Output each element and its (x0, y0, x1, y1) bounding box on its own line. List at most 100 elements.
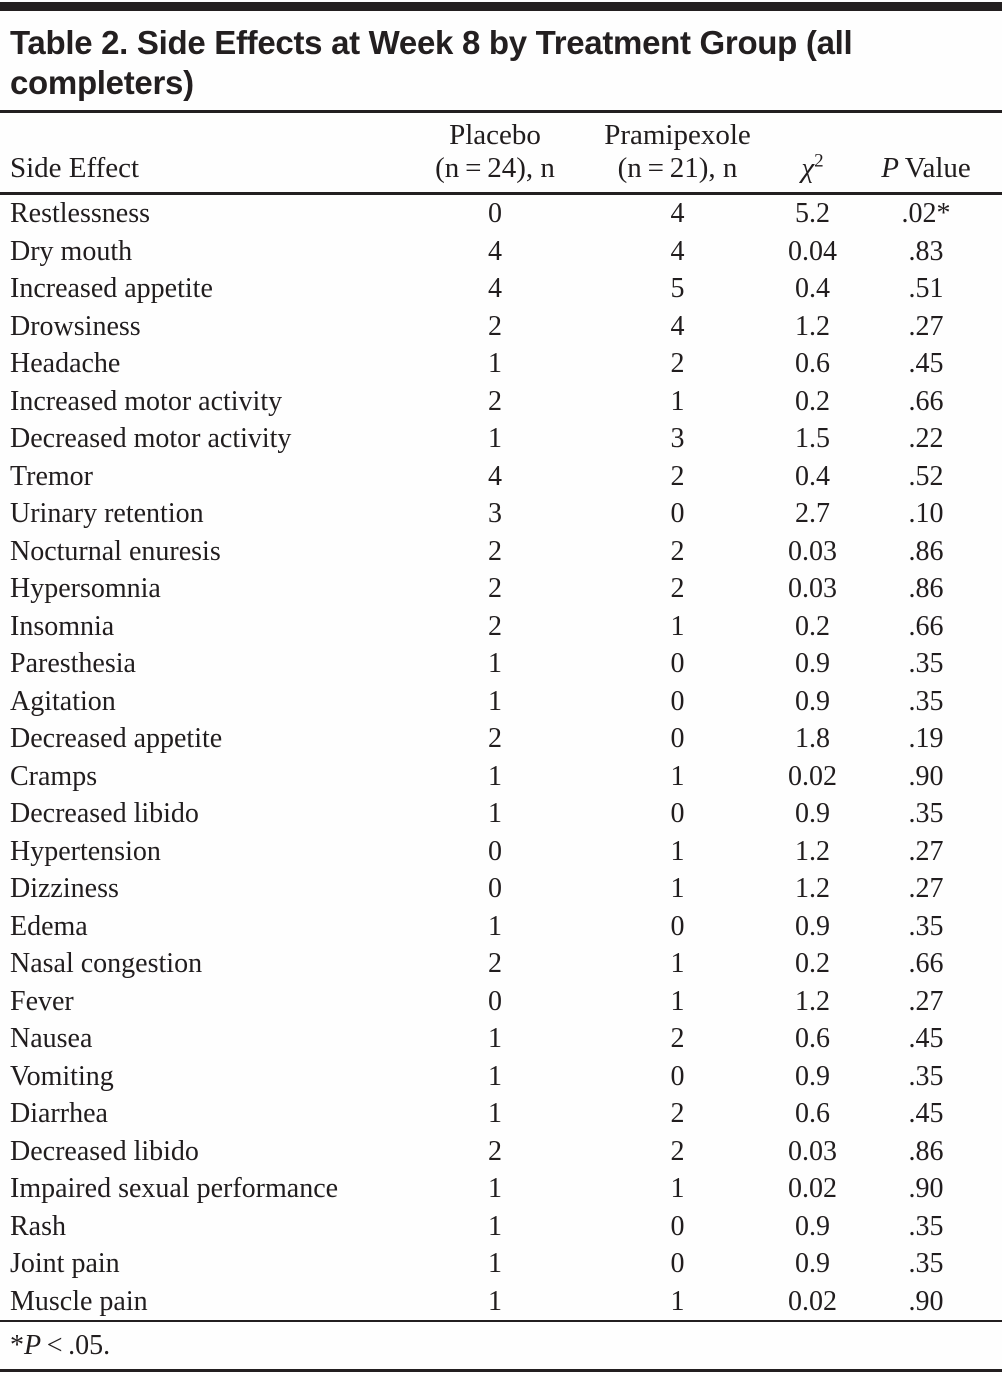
row-p-value: .90 (908, 1285, 944, 1317)
row-p-value: .66 (908, 610, 944, 642)
table-row: Drowsiness 2 4 1.2 .27 (0, 308, 1002, 346)
table-row: Edema 1 0 0.9 .35 (0, 908, 1002, 946)
table-row: Agitation 1 0 0.9 .35 (0, 683, 1002, 721)
row-placebo-count: 2 (488, 1135, 502, 1167)
row-pramipexole-count: 0 (670, 1210, 685, 1242)
row-chi-square-value: 5.2 (795, 198, 830, 229)
row-side-effect: Edema (10, 910, 88, 942)
footnote-italic-p: P (24, 1330, 42, 1361)
p-value-italic-p: P (881, 152, 899, 184)
row-side-effect: Insomnia (10, 610, 115, 642)
table-row: Cramps 1 1 0.02 .90 (0, 758, 1002, 796)
row-chi-square-value: 1.8 (795, 723, 830, 754)
row-placebo-count: 1 (488, 760, 502, 792)
table-row: Restlessness 0 4 5.2 .02* (0, 195, 1002, 233)
row-p-value: .10 (908, 498, 944, 529)
row-side-effect: Urinary retention (10, 498, 204, 529)
row-p-value: .35 (908, 910, 944, 942)
chi-symbol: χ (801, 152, 815, 184)
row-chi-square-value: 0.9 (795, 648, 830, 679)
row-side-effect: Diarrhea (10, 1098, 108, 1129)
table-row: Dizziness 0 1 1.2 .27 (0, 870, 1002, 908)
row-placebo-count: 1 (488, 1285, 502, 1317)
row-placebo-count: 1 (488, 798, 502, 829)
table-row: Diarrhea 1 2 0.6 .45 (0, 1095, 1002, 1133)
row-side-effect: Restlessness (10, 198, 150, 229)
row-p-value: .83 (908, 235, 944, 267)
row-p-value: .35 (908, 1060, 944, 1092)
row-side-effect: Impaired sexual performance (10, 1173, 339, 1204)
row-placebo-count: 1 (488, 910, 502, 942)
row-chi-square-value: 1.2 (795, 873, 830, 904)
row-chi-square-value: 2.7 (795, 498, 830, 529)
table-row: Paresthesia 1 0 0.9 .35 (0, 645, 1002, 683)
row-side-effect: Headache (10, 348, 121, 379)
row-pramipexole-count: 2 (670, 535, 685, 567)
row-placebo-count: 2 (488, 385, 502, 417)
row-chi-square-value: 0.03 (788, 573, 837, 604)
row-placebo-count: 0 (488, 198, 502, 229)
row-pramipexole-count: 2 (670, 460, 685, 492)
row-p-value: .51 (908, 273, 944, 304)
row-pramipexole-count: 2 (670, 1023, 685, 1054)
row-p-value: .19 (908, 723, 944, 754)
col-header-placebo-line2: (n = 24), n (435, 152, 555, 184)
top-rule-bar (0, 2, 1002, 11)
row-chi-square-value: 1.2 (795, 985, 830, 1017)
row-pramipexole-count: 2 (670, 348, 685, 379)
row-p-value: .02* (901, 198, 951, 229)
row-p-value: .27 (908, 873, 944, 904)
row-placebo-count: 2 (488, 948, 502, 979)
row-chi-square-value: 0.9 (795, 798, 830, 829)
table-row: Dry mouth 4 4 0.04 .83 (0, 233, 1002, 271)
p-value-rest: Value (898, 152, 971, 184)
row-side-effect: Increased motor activity (10, 385, 283, 417)
row-pramipexole-count: 1 (670, 760, 685, 792)
table-row: Nausea 1 2 0.6 .45 (0, 1020, 1002, 1058)
table-row: Nasal congestion 2 1 0.2 .66 (0, 945, 1002, 983)
row-chi-square-value: 0.9 (795, 685, 830, 717)
row-chi-square-value: 0.02 (788, 760, 837, 792)
table-row: Tremor 4 2 0.4 .52 (0, 458, 1002, 496)
table-row: Vomiting 1 0 0.9 .35 (0, 1058, 1002, 1096)
table-row: Joint pain 1 0 0.9 .35 (0, 1245, 1002, 1283)
row-pramipexole-count: 0 (670, 798, 685, 829)
row-side-effect: Paresthesia (10, 648, 136, 679)
row-side-effect: Hypertension (10, 835, 161, 867)
row-side-effect: Joint pain (10, 1248, 120, 1279)
row-chi-square-value: 1.2 (795, 835, 830, 867)
row-placebo-count: 3 (488, 498, 502, 529)
row-placebo-count: 0 (488, 873, 502, 904)
row-placebo-count: 1 (488, 1173, 502, 1204)
col-header-pramipexole-line1: Pramipexole (604, 119, 751, 151)
footnote-rest: < .05. (41, 1330, 111, 1361)
row-chi-square-value: 0.02 (788, 1285, 837, 1317)
row-chi-square-value: 0.6 (795, 1098, 830, 1129)
table-row: Nocturnal enuresis 2 2 0.03 .86 (0, 533, 1002, 571)
row-chi-square-value: 0.04 (788, 235, 837, 267)
row-pramipexole-count: 1 (670, 873, 685, 904)
row-chi-square-value: 0.4 (795, 460, 830, 492)
row-p-value: .45 (908, 1023, 944, 1054)
row-side-effect: Agitation (10, 685, 116, 717)
col-header-p-value: P Value (860, 152, 992, 185)
table-row: Hypersomnia 2 2 0.03 .86 (0, 570, 1002, 608)
row-pramipexole-count: 0 (670, 723, 685, 754)
row-p-value: .27 (908, 835, 944, 867)
chi-superscript: 2 (814, 150, 824, 172)
table-row: Muscle pain 1 1 0.02 .90 (0, 1283, 1002, 1321)
row-chi-square-value: 0.9 (795, 910, 830, 942)
row-pramipexole-count: 4 (670, 198, 685, 229)
row-placebo-count: 4 (488, 460, 502, 492)
table-row: Hypertension 0 1 1.2 .27 (0, 833, 1002, 871)
row-pramipexole-count: 1 (670, 985, 685, 1017)
row-placebo-count: 4 (488, 235, 502, 267)
table-row: Decreased libido 1 0 0.9 .35 (0, 795, 1002, 833)
row-placebo-count: 1 (488, 1098, 502, 1129)
footnote-star: * (10, 1330, 24, 1361)
row-p-value: .27 (908, 985, 944, 1017)
row-pramipexole-count: 1 (670, 835, 685, 867)
table-row: Urinary retention 3 0 2.7 .10 (0, 495, 1002, 533)
row-pramipexole-count: 0 (670, 648, 685, 679)
row-placebo-count: 1 (488, 1060, 502, 1092)
